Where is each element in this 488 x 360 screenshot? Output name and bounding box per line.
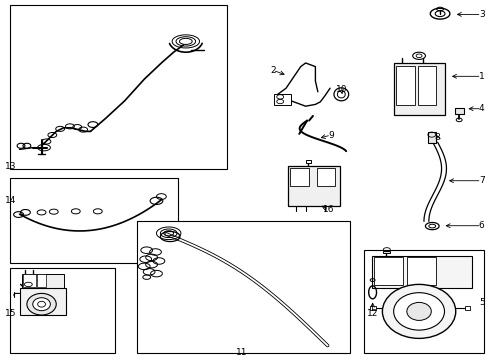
Bar <box>37 274 46 287</box>
Bar <box>371 256 471 288</box>
Text: 10: 10 <box>335 85 346 94</box>
Circle shape <box>382 284 455 338</box>
Text: 6: 6 <box>478 221 484 230</box>
Text: 3: 3 <box>478 10 484 19</box>
Text: 9: 9 <box>327 130 333 139</box>
Text: 16: 16 <box>322 205 334 214</box>
Text: 14: 14 <box>5 197 17 205</box>
Bar <box>273 94 290 105</box>
Bar <box>427 132 435 143</box>
Bar <box>395 66 414 105</box>
Bar <box>364 250 483 353</box>
Text: 11: 11 <box>236 347 247 356</box>
Circle shape <box>393 293 444 330</box>
Bar <box>10 268 115 353</box>
Bar <box>10 5 227 169</box>
Circle shape <box>406 302 430 320</box>
Bar <box>454 108 463 114</box>
Circle shape <box>27 293 56 315</box>
Bar <box>383 251 389 253</box>
Bar <box>137 221 349 353</box>
Bar <box>373 257 403 285</box>
Bar <box>369 306 375 310</box>
Text: 12: 12 <box>366 309 378 318</box>
Text: 13: 13 <box>5 162 17 171</box>
Bar <box>287 166 340 206</box>
Circle shape <box>38 301 45 307</box>
Text: 4: 4 <box>478 104 484 113</box>
Bar <box>406 257 435 285</box>
Text: 1: 1 <box>478 72 484 81</box>
Bar <box>22 274 63 288</box>
Bar <box>10 178 178 263</box>
Text: 2: 2 <box>269 66 275 75</box>
Text: 8: 8 <box>434 133 440 142</box>
Text: 5: 5 <box>478 298 484 307</box>
Bar <box>316 168 335 186</box>
Bar <box>393 63 444 115</box>
Bar <box>289 168 308 186</box>
Bar <box>464 306 469 310</box>
Bar <box>305 160 311 163</box>
Bar <box>417 66 435 105</box>
Text: 7: 7 <box>478 176 484 185</box>
Circle shape <box>33 298 50 311</box>
Bar <box>20 288 66 315</box>
Bar <box>23 274 36 287</box>
Text: 15: 15 <box>5 309 17 318</box>
